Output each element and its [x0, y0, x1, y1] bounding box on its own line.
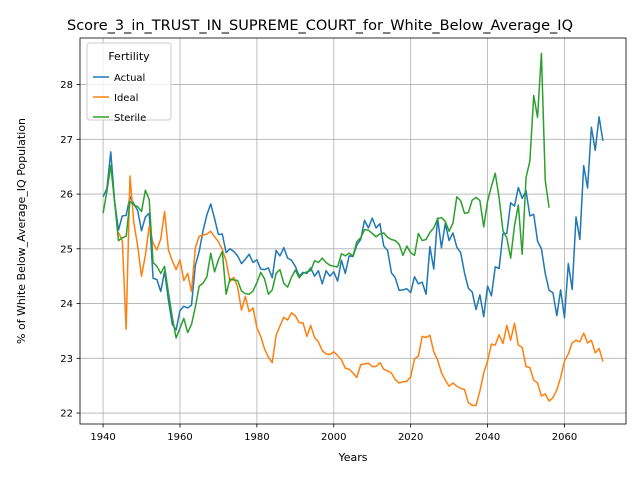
legend-label-sterile: Sterile — [114, 113, 146, 124]
y-tick-label: 24 — [60, 299, 73, 310]
x-tick-label: 2040 — [475, 432, 500, 443]
y-tick-label: 23 — [60, 354, 73, 365]
plot-frame — [79, 37, 627, 425]
x-axis-label: Years — [337, 451, 367, 464]
x-tick-label: 1960 — [167, 432, 192, 443]
y-tick-label: 26 — [60, 190, 73, 201]
legend: Fertility Actual Ideal Sterile — [86, 42, 172, 124]
y-tick-label: 22 — [60, 409, 73, 420]
x-tick-label: 2060 — [552, 432, 577, 443]
legend-title: Fertility — [108, 50, 150, 63]
x-tick-label: 2000 — [321, 432, 346, 443]
y-tick-label: 27 — [60, 135, 73, 146]
y-axis: 22 23 24 25 26 27 28 — [60, 80, 80, 420]
legend-label-ideal: Ideal — [114, 93, 138, 104]
series-lines — [102, 52, 604, 407]
legend-label-actual: Actual — [114, 73, 145, 84]
x-tick-label: 1940 — [90, 432, 115, 443]
y-tick-label: 28 — [60, 80, 73, 91]
series-line-ideal — [117, 175, 604, 407]
legend-box — [86, 42, 172, 121]
series-line-sterile — [102, 52, 550, 339]
chart-title: Score_3_in_TRUST_IN_SUPREME_COURT_for_Wh… — [67, 18, 573, 34]
x-tick-label: 1980 — [244, 432, 269, 443]
x-tick-label: 2020 — [398, 432, 423, 443]
x-axis: 1940 1960 1980 2000 2020 2040 2060 — [90, 424, 577, 443]
y-tick-label: 25 — [60, 244, 73, 255]
y-axis-label: % of White Below_Average_IQ Population — [15, 118, 28, 344]
